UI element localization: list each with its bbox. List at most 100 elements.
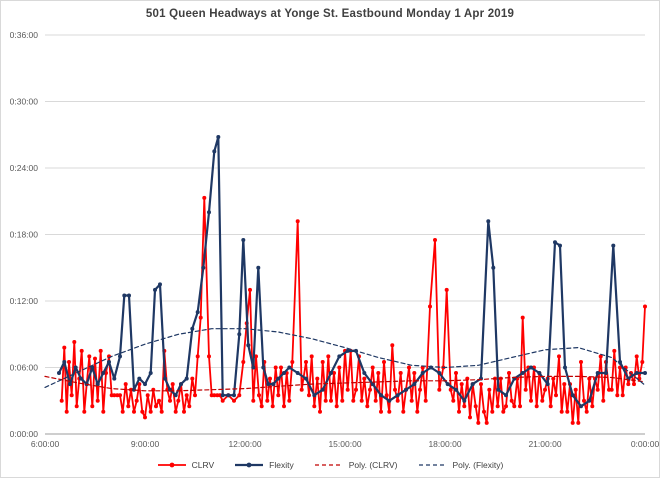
- data-marker-clrv: [390, 343, 395, 348]
- data-marker-clrv: [351, 398, 356, 403]
- data-marker-clrv: [437, 387, 442, 392]
- legend-item-flexity: Flexity: [234, 460, 294, 470]
- data-marker-clrv: [59, 398, 64, 403]
- data-marker-clrv: [132, 409, 136, 414]
- data-marker-clrv: [620, 393, 625, 398]
- data-marker-clrv: [626, 382, 631, 387]
- data-marker-clrv: [112, 393, 117, 398]
- data-marker-flexity: [112, 376, 117, 381]
- legend-label-flexity: Flexity: [269, 460, 294, 470]
- data-marker-clrv: [145, 393, 150, 398]
- data-marker-flexity: [520, 371, 525, 375]
- data-marker-flexity: [387, 398, 392, 403]
- data-marker-flexity: [404, 387, 408, 392]
- data-marker-clrv: [168, 398, 172, 403]
- data-marker-clrv: [643, 304, 647, 309]
- y-tick-label: 0:18:00: [10, 230, 39, 240]
- data-marker-clrv: [123, 382, 128, 387]
- data-marker-flexity: [491, 265, 496, 270]
- data-marker-clrv: [384, 393, 389, 398]
- y-tick-label: 0:30:00: [10, 97, 39, 107]
- data-marker-clrv: [557, 354, 561, 359]
- x-tick-label: 0:00:00: [631, 439, 660, 449]
- data-marker-clrv: [362, 376, 367, 381]
- data-marker-flexity: [190, 326, 195, 331]
- data-marker-flexity: [362, 371, 367, 375]
- data-marker-clrv: [579, 360, 583, 364]
- data-marker-clrv: [520, 315, 525, 320]
- data-marker-clrv: [74, 404, 79, 409]
- data-marker-clrv: [598, 354, 603, 359]
- data-marker-clrv: [412, 371, 417, 375]
- data-marker-clrv: [295, 219, 300, 224]
- data-marker-clrv: [332, 371, 336, 375]
- data-marker-clrv: [98, 348, 103, 353]
- data-marker-clrv: [632, 382, 636, 387]
- data-marker-clrv: [184, 393, 189, 398]
- data-marker-clrv: [159, 409, 164, 414]
- chart-title: 501 Queen Headways at Yonge St. Eastboun…: [145, 8, 515, 20]
- y-tick-label: 0:06:00: [10, 363, 39, 373]
- data-marker-clrv: [309, 354, 314, 359]
- data-marker-clrv: [409, 398, 414, 403]
- data-marker-flexity: [379, 393, 383, 398]
- data-marker-clrv: [640, 360, 645, 364]
- data-marker-clrv: [212, 393, 217, 398]
- data-marker-clrv: [509, 398, 514, 403]
- data-marker-clrv: [576, 420, 581, 425]
- data-marker-clrv: [365, 404, 370, 409]
- data-marker-clrv: [299, 387, 304, 392]
- data-marker-clrv: [393, 387, 397, 392]
- data-marker-flexity: [212, 149, 217, 154]
- data-marker-flexity: [137, 376, 142, 381]
- data-marker-flexity: [553, 240, 557, 245]
- data-marker-flexity: [486, 219, 491, 224]
- data-marker-clrv: [415, 409, 420, 414]
- legend: CLRV Flexity Poly. (CLRV) Poly. (Flexity): [1, 460, 659, 470]
- data-marker-clrv: [237, 393, 242, 398]
- data-marker-clrv: [495, 404, 500, 409]
- x-tick-label: 18:00:00: [428, 439, 461, 449]
- data-marker-clrv: [270, 404, 275, 409]
- data-marker-clrv: [182, 409, 186, 414]
- legend-label-clrv: CLRV: [191, 460, 215, 470]
- data-marker-clrv: [193, 393, 197, 398]
- series-line-poly-clrv: [44, 375, 646, 392]
- legend-swatch-clrv: [157, 462, 186, 468]
- legend-label-poly-clrv: Poly. (CLRV): [348, 460, 398, 470]
- data-marker-clrv: [329, 398, 333, 403]
- data-marker-flexity: [173, 393, 178, 398]
- data-marker-clrv: [612, 348, 617, 353]
- data-marker-flexity: [287, 365, 292, 370]
- data-marker-flexity: [445, 382, 450, 387]
- data-marker-clrv: [79, 348, 84, 353]
- legend-swatch-poly-flexity: [418, 464, 447, 466]
- data-marker-clrv: [326, 354, 331, 359]
- data-marker-flexity: [545, 382, 550, 387]
- data-marker-flexity: [246, 343, 251, 348]
- data-marker-clrv: [198, 315, 203, 320]
- data-marker-clrv: [401, 409, 406, 414]
- data-marker-flexity: [127, 293, 131, 298]
- data-marker-clrv: [257, 393, 261, 398]
- data-marker-flexity: [195, 310, 200, 315]
- data-marker-clrv: [398, 371, 403, 375]
- data-marker-flexity: [220, 393, 225, 398]
- data-marker-flexity: [163, 376, 167, 381]
- data-marker-clrv: [609, 387, 614, 392]
- data-marker-clrv: [241, 360, 246, 364]
- data-marker-clrv: [140, 409, 145, 414]
- data-marker-clrv: [428, 304, 432, 309]
- data-marker-clrv: [134, 398, 139, 403]
- data-marker-clrv: [207, 354, 211, 359]
- data-marker-flexity: [57, 371, 61, 375]
- data-marker-flexity: [320, 387, 325, 392]
- data-marker-clrv: [220, 398, 225, 403]
- data-marker-flexity: [251, 365, 256, 370]
- data-marker-flexity: [537, 371, 542, 375]
- data-marker-flexity: [95, 382, 100, 387]
- data-marker-clrv: [584, 409, 589, 414]
- data-marker-clrv: [273, 365, 278, 370]
- data-marker-flexity: [261, 365, 266, 370]
- data-marker-clrv: [387, 409, 392, 414]
